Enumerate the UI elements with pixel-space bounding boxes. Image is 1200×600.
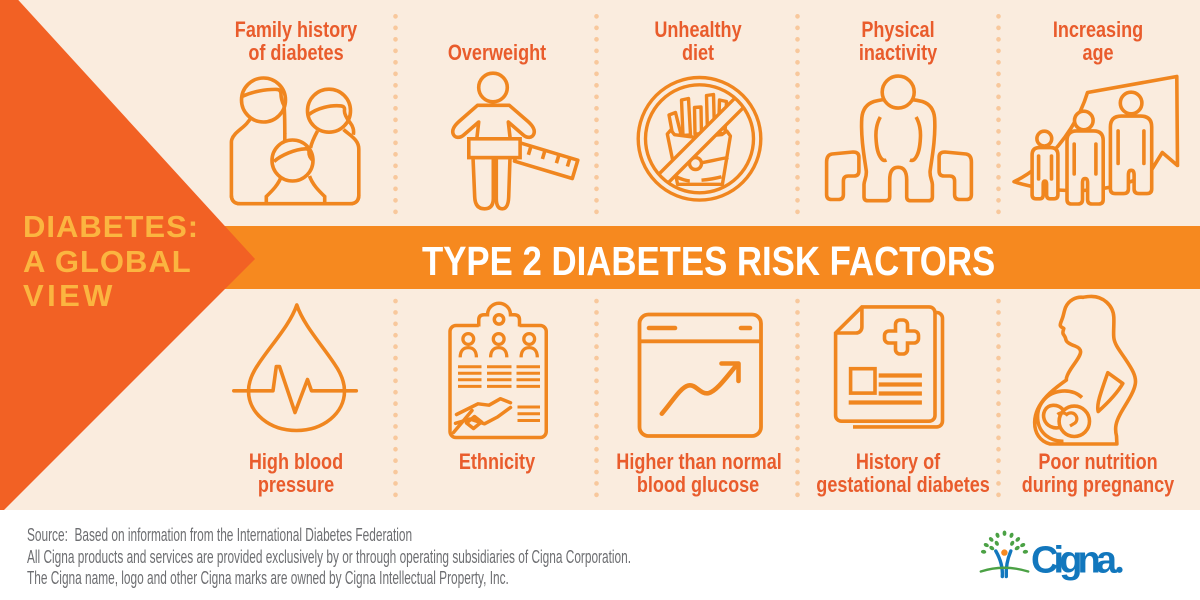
- svg-text:Cigna: Cigna: [1031, 540, 1118, 582]
